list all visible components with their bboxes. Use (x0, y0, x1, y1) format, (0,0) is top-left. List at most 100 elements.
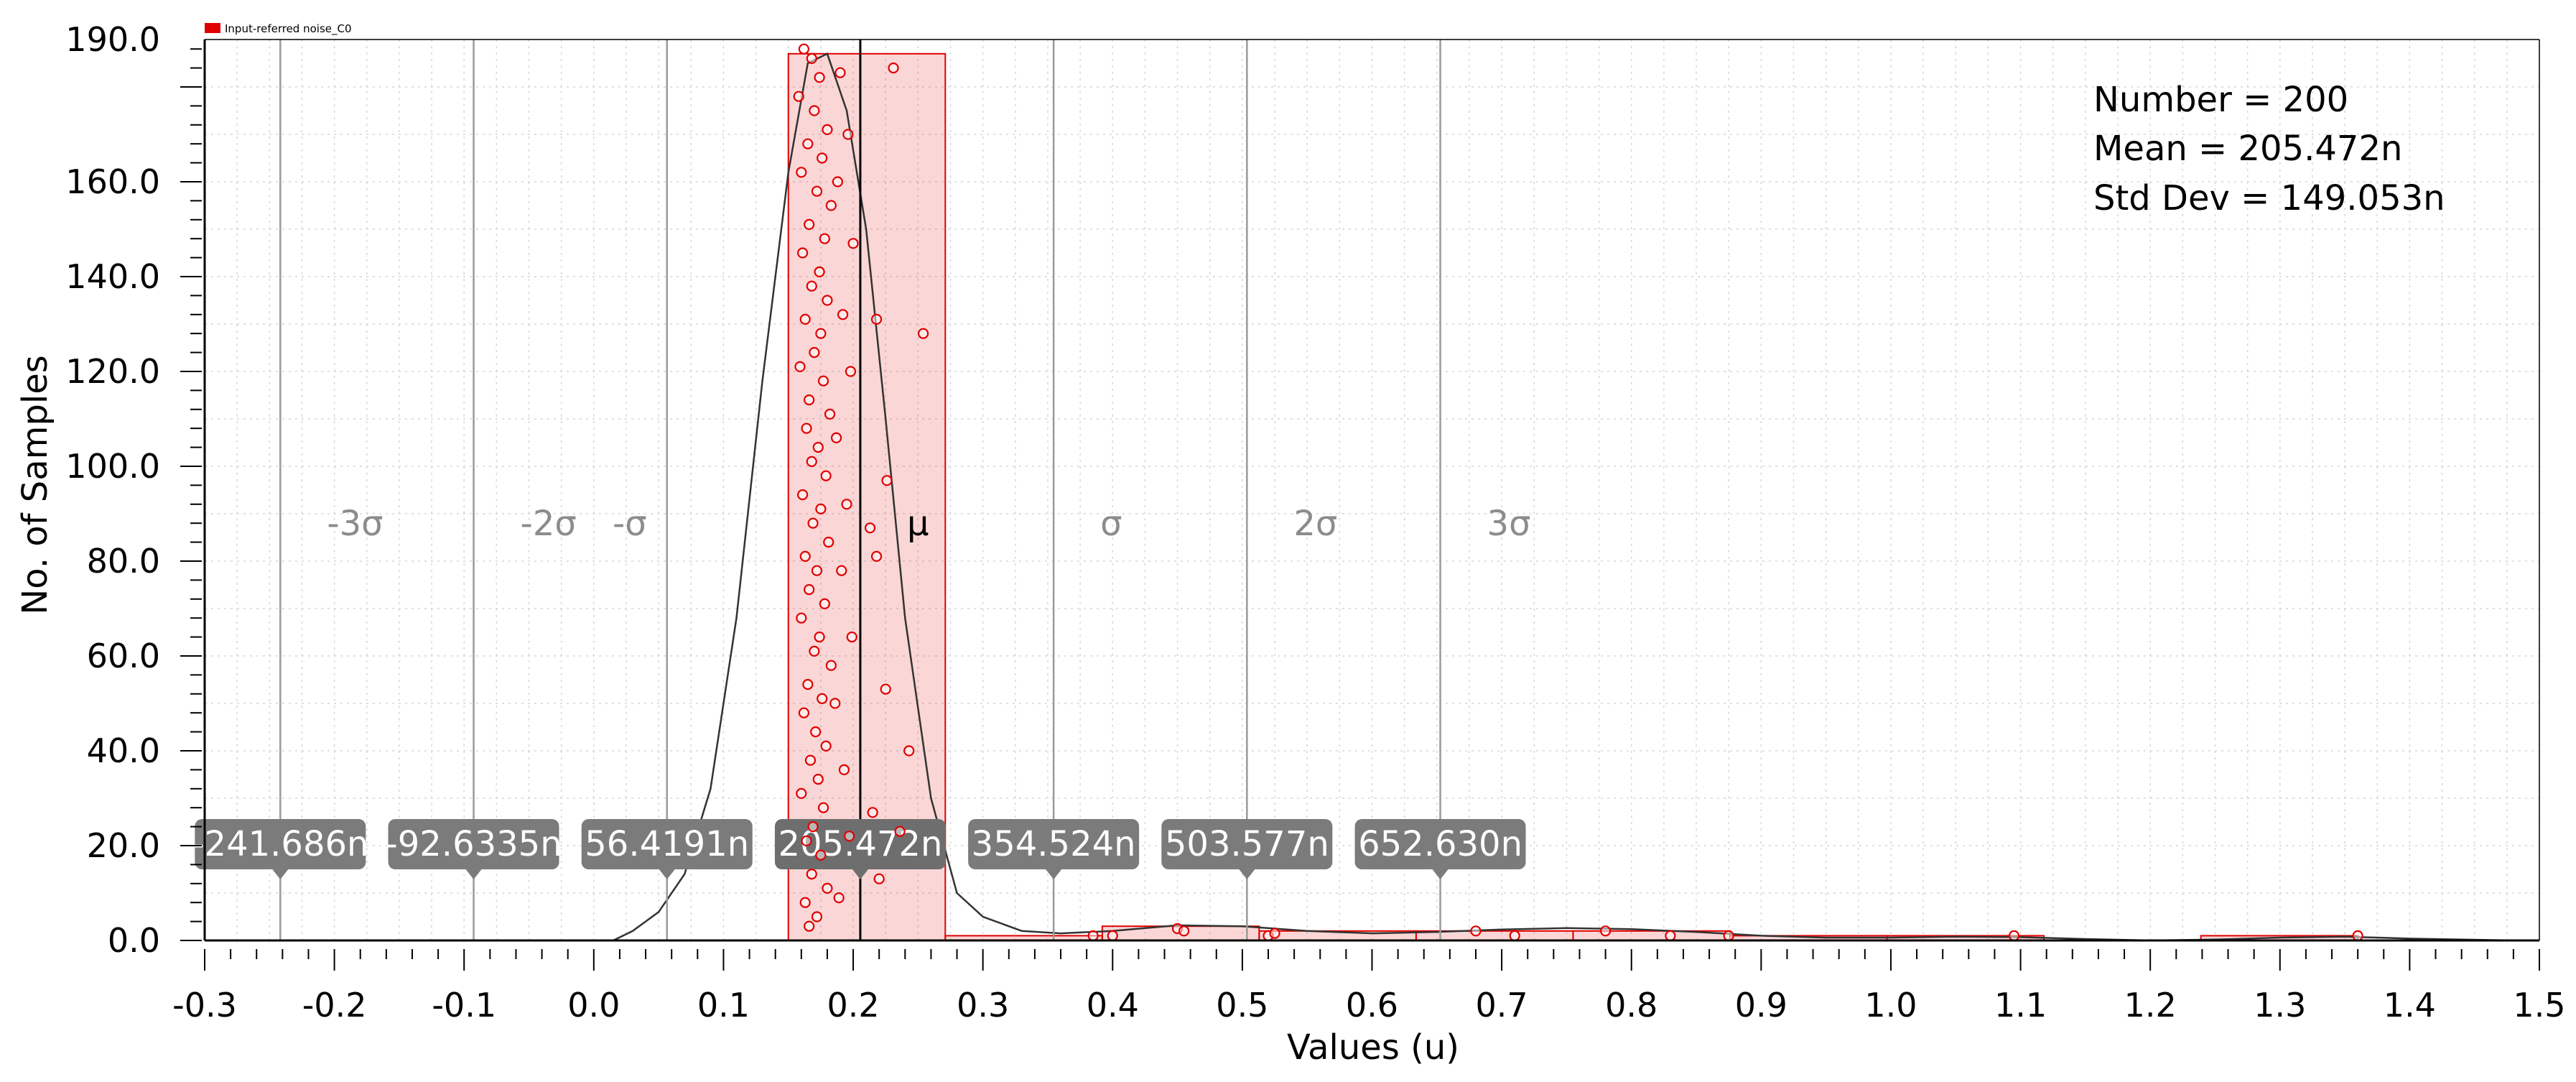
sigma-markers: -3σ-241.686n-2σ-92.6335n-σ56.4191nμ205.4… (192, 40, 1531, 940)
value-badge-pointer (852, 869, 868, 879)
sample-point (806, 280, 817, 292)
y-tick-label: 100.0 (65, 447, 160, 486)
stats-std-dev: Std Dev = 149.053n (2093, 178, 2445, 218)
histogram-bar (787, 52, 947, 941)
sample-point (812, 773, 824, 785)
sample-point (797, 247, 809, 259)
value-badge-label: -241.686n (192, 824, 368, 864)
sample-point (880, 683, 891, 695)
sample-point (838, 764, 850, 776)
sigma-label: -2σ (521, 504, 577, 544)
sample-point (2352, 930, 2363, 942)
x-tick-label: -0.2 (302, 986, 367, 1025)
value-badge-label: 503.577n (1165, 824, 1329, 864)
y-tick-label: 80.0 (87, 542, 160, 581)
y-axis-title: No. of Samples (15, 355, 55, 614)
y-tick-label: 0.0 (108, 921, 160, 960)
sample-point (806, 52, 817, 65)
sample-point (796, 167, 807, 178)
x-tick-label: 1.3 (2254, 986, 2306, 1025)
sample-point (844, 831, 855, 842)
sample-point (833, 892, 845, 904)
x-tick-label: 0.9 (1735, 986, 1787, 1025)
sample-point (1087, 930, 1099, 942)
sample-point (1665, 930, 1676, 942)
sample-point (823, 536, 834, 548)
sample-point (811, 911, 823, 923)
sample-point (798, 707, 810, 718)
stats-mean: Mean = 205.472n (2093, 129, 2402, 169)
y-tick-label: 60.0 (87, 637, 160, 675)
sample-point (802, 678, 814, 690)
value-badge (581, 819, 753, 869)
x-tick-label: 0.8 (1605, 986, 1657, 1025)
value-badge (388, 819, 559, 869)
sample-point (820, 470, 832, 481)
y-tick-label: 140.0 (65, 257, 160, 296)
sample-point (830, 432, 842, 444)
sample-point (834, 67, 846, 78)
axes (203, 39, 2540, 942)
grid (204, 39, 2540, 941)
sample-points (793, 43, 2363, 942)
sample-point (817, 375, 829, 387)
value-badge (968, 819, 1140, 869)
sample-point (801, 422, 812, 434)
sample-point (1269, 928, 1280, 939)
sample-point (822, 295, 833, 306)
sample-point (847, 238, 859, 249)
value-badge-pointer (1239, 869, 1255, 879)
x-tick-label: 1.2 (2124, 986, 2177, 1025)
sample-point (1107, 930, 1118, 942)
y-tick-label: 120.0 (65, 352, 160, 391)
value-badge-pointer (1046, 869, 1062, 879)
sample-point (814, 631, 825, 643)
sample-point (837, 309, 849, 320)
sample-point (867, 807, 878, 818)
sample-point (817, 152, 828, 164)
value-badge (1161, 819, 1333, 869)
value-badge (195, 819, 366, 869)
x-tick-label: 0.0 (567, 986, 620, 1025)
sample-point (796, 787, 807, 800)
value-badge-label: 652.630n (1358, 824, 1522, 864)
sample-point (812, 441, 824, 453)
sample-point (809, 105, 820, 116)
x-tick-label: 0.5 (1216, 986, 1268, 1025)
sample-point (807, 517, 819, 529)
value-badge-label: 354.524n (972, 824, 1136, 864)
sample-point (799, 897, 811, 908)
y-tick-label: 40.0 (87, 731, 160, 770)
sample-point (819, 233, 830, 244)
value-badge (1354, 819, 1526, 869)
y-tick-label: 190.0 (65, 20, 160, 59)
x-tick-label: 0.1 (697, 986, 750, 1025)
sample-point (797, 489, 809, 501)
sample-point (809, 347, 820, 359)
x-tick-label: 0.6 (1346, 986, 1398, 1025)
sigma-label: μ (907, 504, 929, 544)
sample-point (822, 124, 833, 135)
sample-point (806, 456, 817, 468)
y-tick-label: 20.0 (87, 826, 160, 865)
sample-point (804, 394, 815, 406)
legend-swatch (205, 23, 220, 33)
sample-point (804, 583, 815, 596)
sample-point (819, 598, 830, 610)
value-badge-label: 56.4191n (585, 824, 749, 864)
sample-point (815, 849, 827, 861)
sample-point (801, 835, 812, 847)
sample-point (841, 499, 852, 510)
tick-labels: -0.3 -0.2 -0.1 0.0 0.1 0.2 0.3 0.4 0.5 0.6 0.7 0.8 0… (65, 20, 2565, 1025)
sample-point (836, 565, 847, 576)
sample-point (804, 754, 817, 766)
value-badge-label: -92.6335n (385, 824, 562, 864)
sample-point (845, 366, 857, 377)
x-tick-label: 1.4 (2384, 986, 2436, 1025)
sigma-label: -3σ (327, 504, 383, 544)
legend[interactable]: Input-referred noise_C0 (205, 22, 352, 36)
x-tick-label: -0.3 (172, 986, 237, 1025)
value-badge-pointer (1432, 869, 1449, 879)
sample-point (799, 550, 811, 563)
